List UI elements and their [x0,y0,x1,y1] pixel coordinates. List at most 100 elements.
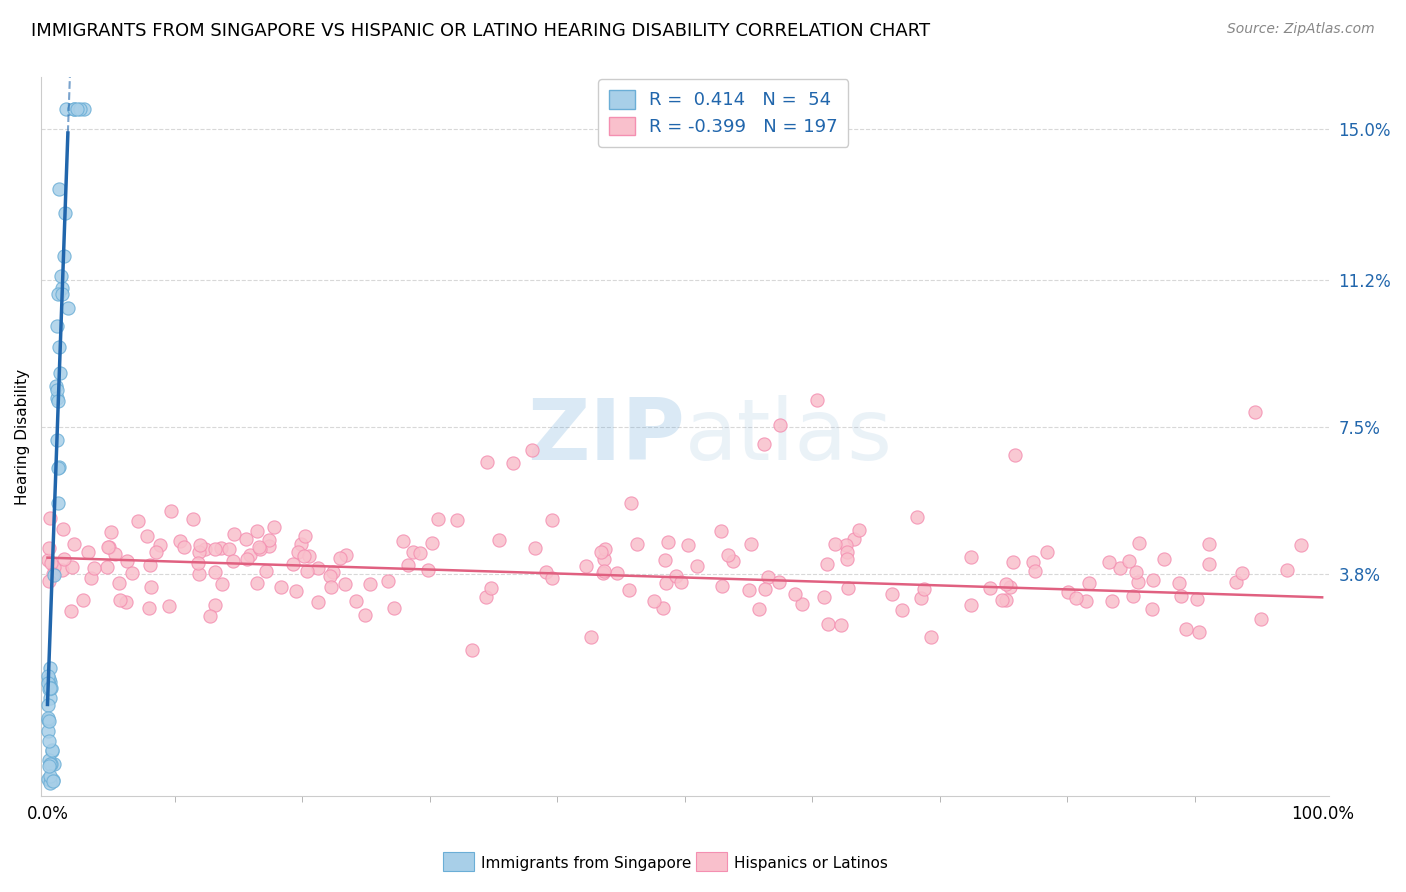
Point [328,550,350,565]
Point [626,537,648,551]
Point [593,541,616,556]
Point [479,582,502,596]
Point [108,593,131,607]
Point [806,393,828,408]
Point [39,756,62,771]
Point [39,681,62,695]
Point [1291,538,1313,552]
Point [246,524,269,539]
Point [1174,622,1197,636]
Point [1022,555,1045,569]
Point [37,711,59,725]
Point [46,287,69,301]
Point [44,379,66,393]
Point [1153,552,1175,566]
Point [141,580,163,594]
Point [835,552,858,566]
Point [1128,536,1150,550]
Point [204,565,226,579]
Point [1198,537,1220,551]
Point [1004,448,1026,462]
Point [1078,576,1101,591]
Text: Immigrants from Singapore: Immigrants from Singapore [481,856,692,871]
Point [46,394,69,409]
Point [446,513,468,527]
Text: Hispanics or Latinos: Hispanics or Latinos [734,856,887,871]
Point [149,538,172,552]
Point [1277,563,1299,577]
Point [848,523,870,537]
Point [39,769,62,783]
Text: Source: ZipAtlas.com: Source: ZipAtlas.com [1227,22,1375,37]
Point [45,318,67,333]
Point [53,249,76,263]
Point [1142,573,1164,587]
Point [38,681,60,696]
Point [1185,592,1208,607]
Point [1036,545,1059,559]
Point [643,594,665,608]
Point [224,526,246,541]
Point [38,753,60,767]
Point [157,599,180,613]
Point [46,384,69,398]
Point [593,552,616,566]
Point [998,580,1021,594]
Point [830,617,852,632]
Point [284,584,307,599]
Point [591,544,613,558]
Point [198,609,221,624]
Point [1057,584,1080,599]
Point [42,772,65,787]
Point [1188,625,1211,640]
Point [138,601,160,615]
Point [51,287,73,301]
Point [991,593,1014,607]
Point [69,102,91,116]
Point [53,206,76,220]
Point [1108,560,1130,574]
Point [96,540,118,554]
Point [218,541,240,556]
Point [39,776,62,790]
Point [37,668,59,682]
Point [579,630,602,644]
Point [38,541,60,556]
Point [204,541,226,556]
Point [39,772,62,787]
Text: atlas: atlas [685,395,893,478]
Point [391,534,413,549]
Point [211,577,233,591]
Point [45,391,67,405]
Point [756,570,779,584]
Point [46,496,69,510]
Point [37,724,59,739]
Point [1232,566,1254,581]
Point [1098,555,1121,569]
Point [524,541,547,555]
Point [41,743,63,757]
Point [575,559,598,574]
Point [249,542,271,557]
Point [42,774,65,789]
Point [42,559,65,574]
Point [49,367,72,381]
Point [665,568,688,582]
Text: ZIP: ZIP [527,395,685,478]
Point [159,504,181,518]
Point [194,541,217,556]
Point [344,594,367,608]
Point [60,560,83,574]
Point [38,673,60,687]
Point [1125,565,1147,579]
Point [534,566,557,580]
Point [654,553,676,567]
Point [173,540,195,554]
Point [108,576,131,591]
Point [1250,612,1272,626]
Point [1024,564,1046,578]
Point [335,548,357,562]
Point [420,536,443,550]
Point [995,577,1018,591]
Point [37,552,59,566]
